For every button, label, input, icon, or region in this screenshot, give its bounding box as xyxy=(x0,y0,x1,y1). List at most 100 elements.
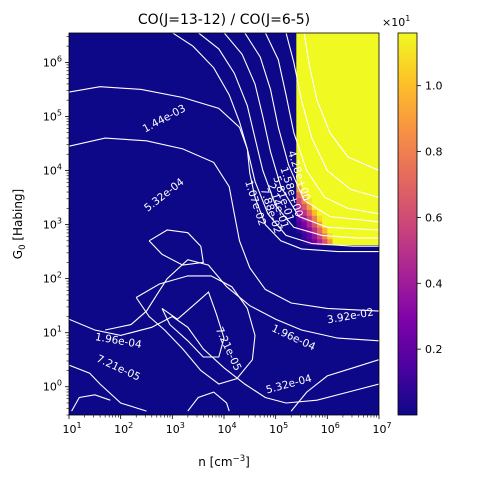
heatmap-cell xyxy=(368,50,375,58)
heatmap-cell xyxy=(306,121,313,128)
heatmap-cell xyxy=(301,44,308,52)
heatmap-cell xyxy=(317,209,323,216)
heatmap-cell xyxy=(368,179,375,187)
heatmap-cell xyxy=(301,127,308,134)
heatmap-cell xyxy=(332,109,339,116)
heatmap-cell xyxy=(358,50,365,58)
y-tick-label: 106 xyxy=(43,54,62,69)
contour-line-14 xyxy=(148,229,204,266)
heatmap-cell xyxy=(322,44,328,52)
heatmap-cell xyxy=(368,238,375,246)
heatmap-cell xyxy=(337,127,344,134)
heatmap-cell xyxy=(358,138,365,146)
heatmap-cell xyxy=(373,179,379,187)
heatmap-cell xyxy=(373,74,379,81)
heatmap-cell xyxy=(363,203,370,210)
heatmap-cell xyxy=(358,215,365,222)
y-tick-label: 102 xyxy=(43,271,62,286)
heatmap-cell xyxy=(296,197,303,205)
heatmap-cell xyxy=(327,156,334,163)
heatmap-cell xyxy=(327,33,334,40)
heatmap-cell xyxy=(342,103,349,110)
heatmap-cell xyxy=(311,138,318,146)
heatmap-cell xyxy=(327,91,334,99)
heatmap-cell xyxy=(296,150,303,158)
heatmap-cell xyxy=(301,191,308,199)
heatmap-cell xyxy=(296,68,303,75)
heatmap-cell xyxy=(353,68,359,75)
heatmap-cell xyxy=(337,168,344,175)
heatmap-cell xyxy=(317,127,323,134)
heatmap-cell xyxy=(311,215,318,222)
heatmap-cell xyxy=(363,115,370,122)
heatmap-cell xyxy=(342,38,349,46)
heatmap-cell xyxy=(306,162,313,169)
heatmap-cell xyxy=(317,215,323,222)
heatmap-cell xyxy=(311,209,318,216)
heatmap-cell xyxy=(327,85,334,93)
heatmap-cell xyxy=(317,179,323,187)
heatmap-cell xyxy=(317,115,323,122)
heatmap-cell xyxy=(373,50,379,58)
contour-line-8 xyxy=(285,33,379,199)
heatmap-cell xyxy=(348,91,354,99)
heatmap-cell xyxy=(306,97,313,105)
heatmap-cell xyxy=(348,56,354,63)
y-tick-label: 103 xyxy=(43,217,62,232)
heatmap-cell xyxy=(342,209,349,216)
heatmap-cell xyxy=(373,215,379,222)
heatmap-cell xyxy=(311,80,318,87)
heatmap-cell xyxy=(363,215,370,222)
heatmap-cell xyxy=(358,33,365,40)
heatmap-cell xyxy=(373,191,379,199)
heatmap-cell xyxy=(353,109,359,116)
heatmap-cell xyxy=(332,38,339,46)
heatmap-cell xyxy=(317,33,323,40)
heatmap-cell xyxy=(301,174,308,181)
heatmap-cell xyxy=(327,238,334,246)
y-axis: 100 101 102 103 104 105 106 xyxy=(43,36,69,416)
heatmap-cell xyxy=(322,144,328,152)
heatmap-cell xyxy=(306,103,313,110)
heatmap-cell xyxy=(306,115,313,122)
heatmap-cell xyxy=(296,174,303,181)
heatmap-cell xyxy=(327,209,334,216)
heatmap-cell xyxy=(373,127,379,134)
colorbar-tick-label: 0.4 xyxy=(425,277,443,290)
heatmap-cell xyxy=(317,162,323,169)
heatmap-cell xyxy=(368,232,375,240)
heatmap-cell xyxy=(301,80,308,87)
heatmap-cell xyxy=(332,156,339,163)
heatmap-cell xyxy=(373,221,379,228)
heatmap-cell xyxy=(363,56,370,63)
heatmap-cell xyxy=(373,85,379,93)
heatmap-cell xyxy=(327,121,334,128)
heatmap-cell xyxy=(373,168,379,175)
heatmap-cell xyxy=(322,97,328,105)
heatmap-cell xyxy=(342,138,349,146)
heatmap-cell xyxy=(317,144,323,152)
heatmap-cell xyxy=(348,162,354,169)
heatmap-cell xyxy=(306,85,313,93)
heatmap-cell xyxy=(311,44,318,52)
heatmap-cell xyxy=(368,174,375,181)
heatmap-cell xyxy=(358,174,365,181)
heatmap-cell xyxy=(337,103,344,110)
heatmap-cell xyxy=(317,121,323,128)
heatmap-cell xyxy=(332,74,339,81)
heatmap-cell xyxy=(342,191,349,199)
heatmap-cell xyxy=(337,56,344,63)
heatmap-cell xyxy=(322,38,328,46)
heatmap-cell xyxy=(363,150,370,158)
heatmap-cell xyxy=(363,97,370,105)
heatmap-cell xyxy=(301,121,308,128)
heatmap-cell xyxy=(327,215,334,222)
heatmap-cell xyxy=(322,74,328,81)
contour-line-18 xyxy=(187,391,230,412)
heatmap-cell xyxy=(337,156,344,163)
heatmap-cell xyxy=(373,197,379,205)
heatmap-cell xyxy=(337,74,344,81)
heatmap-cell xyxy=(363,132,370,140)
heatmap-cell xyxy=(322,179,328,187)
